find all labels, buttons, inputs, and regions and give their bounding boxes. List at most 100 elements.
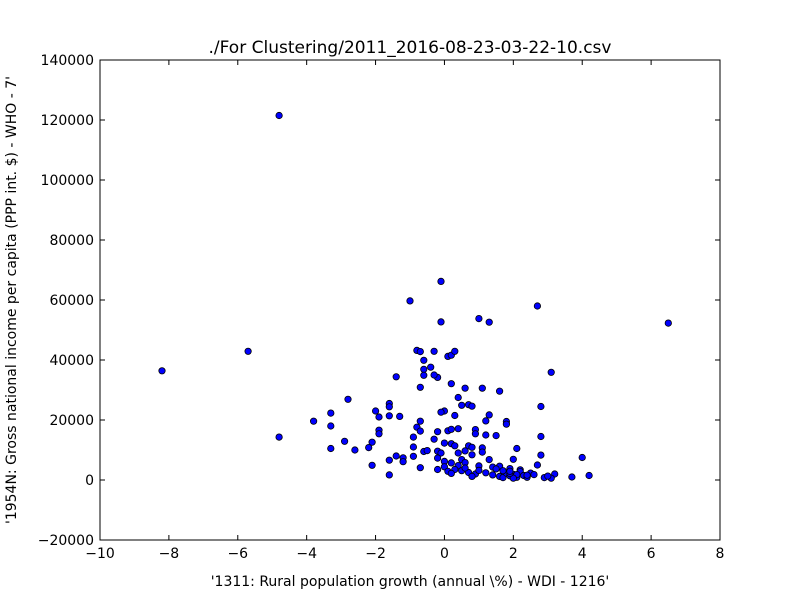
chart-title: ./For Clustering/2011_2016-08-23-03-22-1… xyxy=(209,38,612,58)
data-point xyxy=(406,297,414,305)
data-point xyxy=(485,455,493,464)
data-point xyxy=(447,469,455,477)
x-tick-label: −8 xyxy=(159,546,180,562)
data-point xyxy=(433,428,442,436)
data-point xyxy=(471,430,479,438)
y-tick-label: 120000 xyxy=(41,113,94,129)
x-tick-label: 2 xyxy=(509,546,518,562)
data-point xyxy=(509,474,517,482)
data-point xyxy=(371,407,380,415)
data-point xyxy=(478,448,486,456)
data-point xyxy=(447,380,455,388)
data-point xyxy=(530,470,538,479)
data-point xyxy=(440,439,448,447)
data-point xyxy=(506,467,514,475)
data-point xyxy=(399,458,407,466)
data-point xyxy=(275,433,283,441)
data-point xyxy=(447,459,455,467)
x-tick-label: −6 xyxy=(227,546,248,562)
data-point xyxy=(585,471,593,480)
data-point xyxy=(447,425,455,433)
data-point xyxy=(375,430,383,438)
data-point xyxy=(461,447,469,455)
data-point xyxy=(420,371,428,379)
data-point xyxy=(433,454,442,462)
data-point xyxy=(468,451,476,459)
data-point xyxy=(451,442,459,450)
x-axis-label: '1311: Rural population growth (annual \… xyxy=(211,574,610,590)
data-point xyxy=(537,432,545,441)
data-point xyxy=(392,452,400,460)
data-point xyxy=(416,417,424,425)
y-tick-label: 40000 xyxy=(49,353,94,369)
data-point xyxy=(385,471,393,479)
y-tick-label: 140000 xyxy=(41,53,94,69)
data-point xyxy=(392,373,400,381)
data-point xyxy=(578,453,586,462)
data-point xyxy=(502,420,510,428)
data-point xyxy=(368,438,376,446)
data-point xyxy=(385,412,393,420)
data-point xyxy=(509,455,517,463)
data-point xyxy=(427,363,435,371)
x-tick-label: 0 xyxy=(440,546,449,562)
data-point xyxy=(454,449,462,457)
data-point xyxy=(461,464,469,472)
data-point xyxy=(437,408,445,416)
data-point xyxy=(430,435,438,443)
data-point xyxy=(416,464,424,472)
data-point xyxy=(523,471,531,479)
data-point xyxy=(492,465,500,473)
data-point xyxy=(461,384,469,392)
data-point xyxy=(468,443,476,451)
data-point xyxy=(468,472,476,480)
data-point xyxy=(454,425,462,433)
data-point xyxy=(482,431,490,439)
data-point xyxy=(537,402,545,411)
data-point xyxy=(482,417,490,425)
data-point xyxy=(416,347,424,356)
x-tick-label: 8 xyxy=(716,546,725,562)
data-point xyxy=(365,443,373,452)
ticks-layer: −10 −8 −6 −4 −2 0 2 4 6 8 −20000 0 20000 40000 60000 80… xyxy=(38,53,725,562)
data-point xyxy=(468,402,476,410)
y-axis-label: '1954N: Gross national income per capita… xyxy=(4,76,20,524)
data-point xyxy=(547,368,555,376)
data-point xyxy=(416,427,424,435)
data-point xyxy=(158,367,166,375)
data-point xyxy=(351,446,359,454)
data-point xyxy=(485,411,493,419)
data-point xyxy=(416,383,424,391)
data-point xyxy=(244,347,252,355)
data-point xyxy=(664,319,672,327)
data-point xyxy=(537,451,545,459)
data-point xyxy=(430,371,438,379)
x-tick-label: −2 xyxy=(365,546,386,562)
data-point xyxy=(533,461,542,469)
data-point xyxy=(409,433,417,441)
data-point xyxy=(437,449,445,457)
data-point xyxy=(513,444,521,453)
data-point xyxy=(454,393,462,402)
data-point xyxy=(423,446,431,455)
data-point xyxy=(344,395,352,403)
data-point xyxy=(368,461,376,469)
data-point xyxy=(451,411,459,420)
data-point xyxy=(478,384,486,392)
data-point xyxy=(492,431,500,440)
y-tick-label: 100000 xyxy=(41,173,94,189)
data-point xyxy=(420,356,428,364)
data-point xyxy=(396,412,404,420)
data-point xyxy=(499,467,507,475)
y-tick-label: 0 xyxy=(85,473,94,489)
data-point xyxy=(430,347,438,355)
data-point xyxy=(533,302,542,310)
data-point xyxy=(409,452,417,460)
x-tick-label: −10 xyxy=(85,546,115,562)
points-layer xyxy=(158,111,672,482)
data-point xyxy=(375,413,383,421)
x-tick-label: 6 xyxy=(647,546,656,562)
data-point xyxy=(437,277,445,285)
